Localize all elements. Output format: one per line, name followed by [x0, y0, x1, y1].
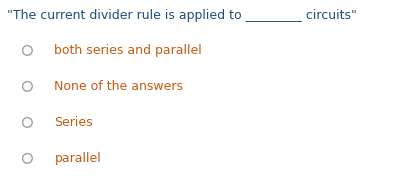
- Text: Series: Series: [54, 116, 93, 129]
- Text: parallel: parallel: [54, 152, 101, 165]
- Text: None of the answers: None of the answers: [54, 80, 183, 93]
- Text: both series and parallel: both series and parallel: [54, 44, 202, 57]
- Text: "The current divider rule is applied to _________ circuits": "The current divider rule is applied to …: [7, 9, 357, 22]
